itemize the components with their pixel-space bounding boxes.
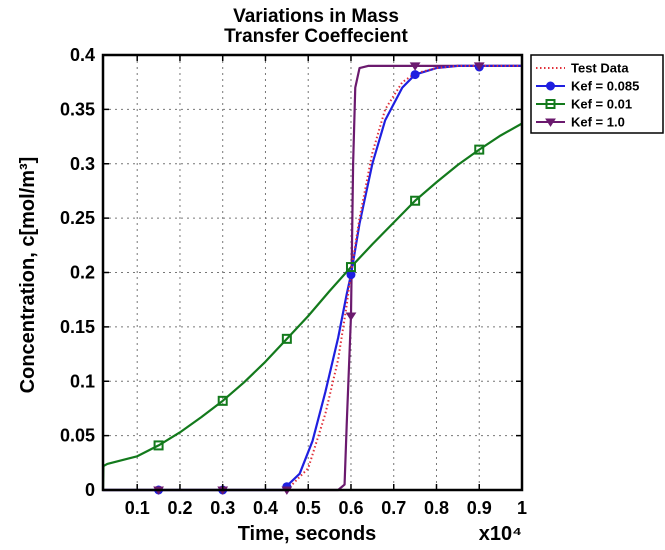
data-point	[410, 195, 421, 206]
y-tick-label: 0.05	[60, 426, 95, 446]
grid	[103, 55, 522, 490]
y-axis-label: Concentration, c[mol/m³]	[17, 157, 39, 394]
y-tick-label: 0.3	[70, 154, 95, 174]
data-point	[474, 144, 485, 155]
x-tick-label: 0.3	[210, 498, 235, 518]
data-point	[217, 395, 228, 406]
series-line-test-data	[103, 64, 522, 491]
legend-label: Kef = 0.01	[571, 97, 632, 112]
data-point	[281, 333, 292, 344]
y-tick-label: 0	[85, 480, 95, 500]
x-axis-label: Time, seconds	[238, 523, 377, 545]
data-point	[473, 62, 485, 71]
legend-marker	[545, 118, 556, 127]
x-tick-label: 0.8	[424, 498, 449, 518]
data-point	[345, 262, 356, 273]
x-tick-label: 1	[517, 498, 527, 518]
y-tick-label: 0.4	[70, 45, 95, 65]
y-tick-label: 0.35	[60, 99, 95, 119]
y-tick-label: 0.2	[70, 263, 95, 283]
x-tick-label: 0.1	[125, 498, 150, 518]
data-point	[410, 70, 420, 80]
data-point	[153, 440, 164, 451]
legend-label: Kef = 1.0	[571, 115, 625, 130]
y-tick-label: 0.1	[70, 371, 95, 391]
markers-layer	[153, 62, 485, 495]
series-line-kef-0-01	[101, 122, 523, 491]
y-tick-label: 0.15	[60, 317, 95, 337]
chart-title: Variations in Mass Transfer Coeffecient	[224, 6, 408, 47]
x-tick-labels: 0.1 0.2 0.3 0.4 0.5 0.6 0.7 0.8 0.9 1	[125, 498, 527, 518]
legend-label: Kef = 0.085	[571, 79, 639, 94]
legend: Test Data Kef = 0.085 Kef = 0.01 Kef = 1.0	[530, 54, 664, 134]
x-tick-label: 0.5	[296, 498, 321, 518]
x-tick-label: 0.2	[167, 498, 192, 518]
x-tick-label: 0.9	[467, 498, 492, 518]
x-tick-label: 0.4	[253, 498, 278, 518]
chart-title-line-1: Variations in Mass	[233, 6, 399, 27]
legend-marker	[545, 99, 556, 109]
plot-area-frame	[101, 53, 524, 492]
tick-marks	[103, 54, 523, 491]
series-layer	[101, 64, 523, 492]
x-tick-label: 0.7	[381, 498, 406, 518]
series-line-kef-1-0	[103, 64, 522, 492]
data-point	[345, 312, 357, 321]
data-point	[409, 62, 421, 71]
chart-title-line-2: Transfer Coeffecient	[224, 26, 408, 47]
x-tick-label: 0.6	[338, 498, 363, 518]
y-tick-labels: 0 0.05 0.1 0.15 0.2 0.25 0.3 0.35 0.4	[60, 45, 95, 500]
y-tick-label: 0.25	[60, 208, 95, 228]
series-line-kef-0-085	[103, 64, 522, 492]
legend-marker	[546, 81, 555, 91]
legend-label: Test Data	[571, 61, 629, 76]
x-axis-multiplier: x10⁴	[479, 523, 522, 545]
